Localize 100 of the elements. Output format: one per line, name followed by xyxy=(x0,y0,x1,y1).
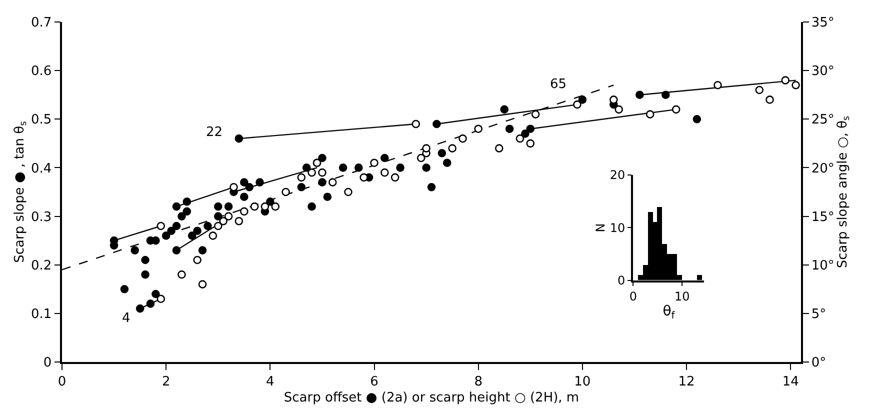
point xyxy=(245,182,254,192)
point xyxy=(438,148,446,158)
y-tick-label: 0.4 xyxy=(30,161,52,176)
point xyxy=(380,154,389,162)
point xyxy=(474,124,482,134)
point xyxy=(198,280,207,288)
point xyxy=(531,110,540,118)
x-tick-label: 14 xyxy=(782,374,799,390)
annotation: 22 xyxy=(206,125,223,140)
x-axis-title: Scarp offset ● (2a) or scarp height ○ (2H), m xyxy=(284,390,580,406)
point xyxy=(178,270,186,279)
point xyxy=(130,246,140,254)
point xyxy=(182,207,192,216)
point xyxy=(662,90,670,100)
annotation: 4 xyxy=(122,311,130,326)
point xyxy=(318,178,326,186)
point xyxy=(188,232,196,240)
point xyxy=(448,144,456,152)
point xyxy=(714,80,722,90)
point xyxy=(390,173,400,182)
point xyxy=(250,202,259,211)
point xyxy=(412,120,420,128)
x-tick-label: 12 xyxy=(678,374,695,390)
point xyxy=(240,192,248,202)
point xyxy=(573,100,582,109)
point xyxy=(234,134,244,143)
point xyxy=(380,168,389,177)
x-tick-label: 2 xyxy=(162,374,170,390)
point xyxy=(338,164,348,172)
y-tick-label: 10 xyxy=(610,220,626,235)
point xyxy=(416,154,426,162)
point xyxy=(204,222,212,230)
y-tick-label: 0.2 xyxy=(30,258,52,274)
point xyxy=(370,158,378,168)
point xyxy=(240,178,248,186)
y-tick-label: 0.7 xyxy=(30,16,52,31)
point xyxy=(766,96,774,104)
point xyxy=(224,212,233,220)
point xyxy=(360,173,368,182)
point xyxy=(646,110,654,118)
point xyxy=(636,90,644,100)
y-tick-label: 0.6 xyxy=(30,64,52,80)
point xyxy=(526,124,535,134)
point xyxy=(302,164,311,172)
point xyxy=(193,256,202,264)
point xyxy=(297,182,306,192)
point xyxy=(432,120,441,128)
point xyxy=(172,246,181,254)
y2-tick-label: 0° xyxy=(811,356,826,371)
point xyxy=(328,178,337,186)
point xyxy=(256,178,264,186)
point xyxy=(208,232,218,240)
point xyxy=(308,168,316,177)
point xyxy=(214,212,222,220)
y2-tick-label: 25° xyxy=(811,112,834,128)
point xyxy=(318,154,326,162)
y-tick-label: 0.3 xyxy=(30,210,52,225)
point xyxy=(500,105,509,114)
point xyxy=(120,284,129,294)
point xyxy=(442,158,452,168)
point xyxy=(224,202,233,211)
point xyxy=(672,105,680,114)
y-axis-title: N xyxy=(594,223,608,232)
point xyxy=(141,256,150,264)
point xyxy=(162,232,170,240)
point xyxy=(297,173,306,182)
point xyxy=(792,80,800,90)
x-tick-label: 4 xyxy=(266,374,274,390)
y-tick-label: 0 xyxy=(617,274,626,288)
y2-tick-label: 30° xyxy=(811,64,834,80)
point xyxy=(214,222,222,230)
point xyxy=(495,144,504,152)
point xyxy=(146,300,155,308)
point xyxy=(396,164,404,172)
point xyxy=(182,198,192,206)
y2-tick-label: 15° xyxy=(811,210,834,225)
point xyxy=(178,212,186,220)
point xyxy=(282,188,290,196)
point xyxy=(526,139,535,148)
point xyxy=(323,192,332,202)
point xyxy=(198,246,207,254)
point xyxy=(614,105,623,114)
y2-tick-label: 20° xyxy=(811,161,834,176)
point xyxy=(344,188,352,196)
point xyxy=(427,182,436,192)
point xyxy=(755,86,764,94)
point xyxy=(193,226,202,236)
y-tick-label: 0 xyxy=(43,356,52,371)
x-tick-label: 10 xyxy=(574,374,591,390)
point xyxy=(271,202,280,211)
y2-tick-label: 10° xyxy=(811,258,834,274)
point xyxy=(516,134,524,143)
y-tick-label: 0.5 xyxy=(30,112,52,128)
annotation: 65 xyxy=(550,77,567,92)
point xyxy=(214,202,222,211)
point xyxy=(422,144,430,152)
point xyxy=(458,134,467,143)
point xyxy=(136,304,144,313)
y2-tick-label: 5° xyxy=(811,306,826,322)
point xyxy=(781,76,790,84)
